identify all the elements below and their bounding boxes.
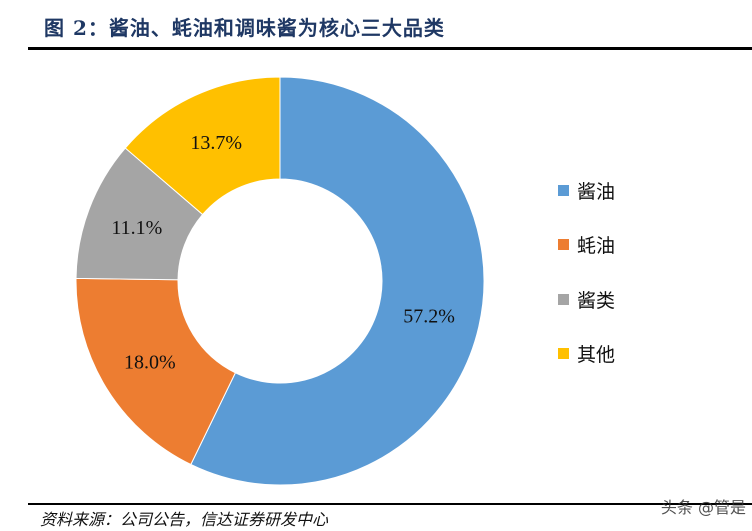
slice-oyster-sauce bbox=[75, 277, 237, 466]
source-note: 资料来源：公司公告，信达证券研发中心 bbox=[40, 510, 329, 529]
legend-label: 蚝油 bbox=[577, 235, 616, 258]
legend-item-soy-sauce: 酱油 bbox=[558, 163, 615, 218]
watermark: 头条 @管是 bbox=[660, 498, 746, 517]
slice-value-label: 18.0% bbox=[124, 351, 176, 373]
legend-item-oyster-sauce: 蚝油 bbox=[558, 218, 615, 273]
slice-value-label: 11.1% bbox=[111, 217, 162, 239]
donut-slices bbox=[75, 76, 485, 486]
legend-label: 其他 bbox=[577, 344, 616, 367]
chart-legend: 酱油 蚝油 酱类 其他 bbox=[558, 163, 615, 381]
legend-swatch-icon bbox=[558, 184, 569, 196]
legend-swatch-icon bbox=[558, 239, 569, 251]
slice-labels: 57.2% 18.0% 11.1% 13.7% bbox=[111, 132, 455, 373]
slice-soy-sauce bbox=[190, 76, 485, 486]
title-divider bbox=[28, 47, 752, 50]
legend-swatch-icon bbox=[558, 293, 569, 305]
source-divider bbox=[28, 503, 752, 505]
legend-item-sauces: 酱类 bbox=[558, 272, 615, 327]
figure-title: 图 2：酱油、蚝油和调味酱为核心三大品类 bbox=[44, 16, 445, 40]
slice-value-label: 13.7% bbox=[190, 132, 242, 154]
slice-other bbox=[124, 76, 281, 216]
legend-swatch-icon bbox=[558, 348, 569, 360]
legend-item-other: 其他 bbox=[558, 327, 615, 382]
slice-value-label: 57.2% bbox=[403, 305, 455, 327]
legend-label: 酱油 bbox=[577, 180, 616, 203]
legend-label: 酱类 bbox=[577, 289, 616, 312]
